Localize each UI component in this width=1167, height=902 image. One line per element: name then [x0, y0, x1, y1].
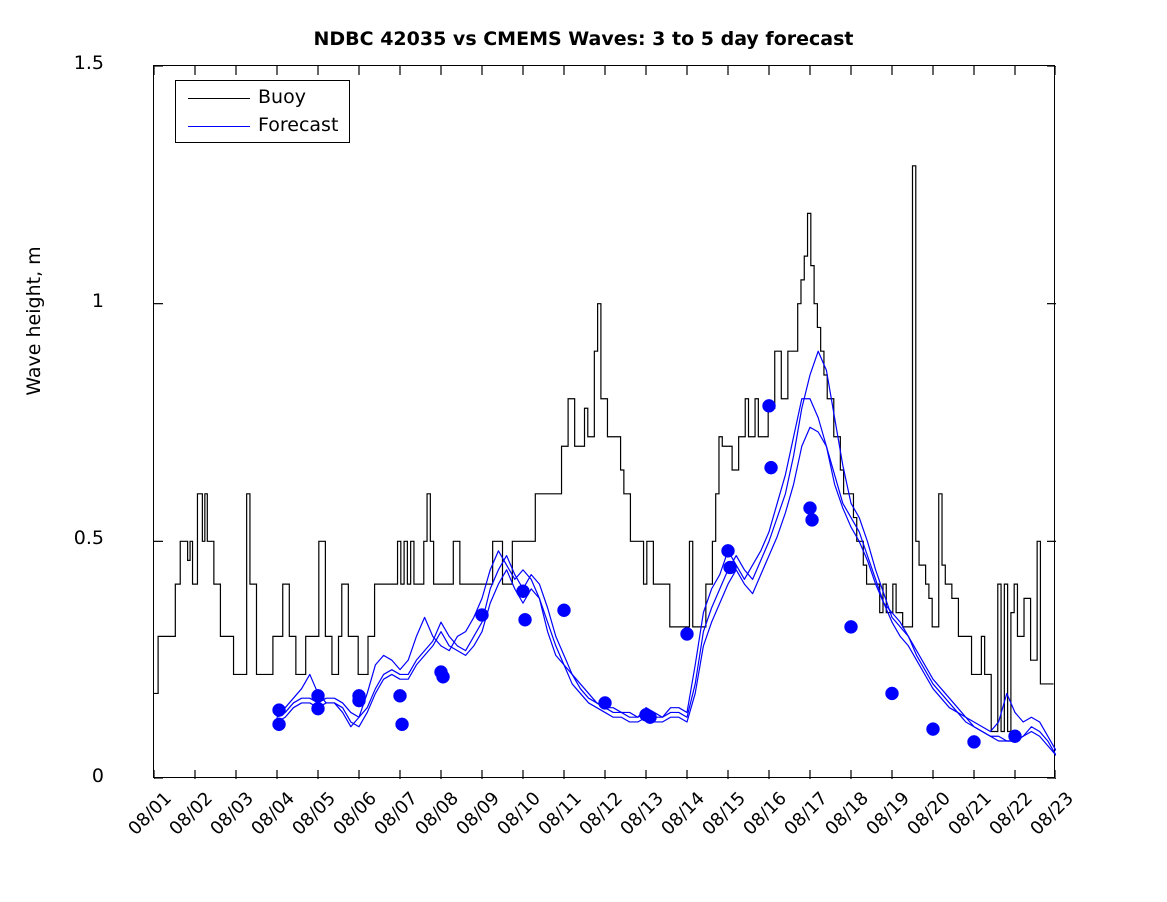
forecast-marker [557, 603, 571, 618]
forecast-series-line-5-day [276, 398, 1056, 752]
forecast-series-line-3-day [276, 350, 1056, 756]
forecast-marker [475, 608, 489, 622]
forecast-marker [311, 701, 325, 716]
legend-swatch-buoy [188, 98, 250, 99]
forecast-marker [803, 501, 817, 515]
forecast-marker [721, 544, 735, 558]
forecast-marker [967, 735, 981, 749]
chart-legend: Buoy Forecast [175, 80, 350, 143]
forecast-marker [395, 717, 409, 732]
forecast-marker [762, 399, 776, 413]
buoy-series-line [154, 165, 1054, 733]
forecast-marker [1008, 729, 1022, 743]
forecast-marker [393, 689, 407, 703]
forecast-marker [352, 693, 366, 708]
plot-area [153, 65, 1056, 779]
forecast-marker [516, 584, 530, 598]
forecast-markers [272, 399, 1022, 749]
forecast-marker [272, 703, 286, 717]
forecast-marker [436, 670, 450, 684]
legend-label: Forecast [258, 114, 339, 136]
axis-ticks [154, 66, 1056, 779]
plot-canvas [154, 66, 1056, 779]
y-tick-label: 1.5 [73, 52, 104, 74]
forecast-marker [926, 722, 940, 736]
y-tick-label: 1 [91, 289, 104, 312]
forecast-marker [885, 686, 899, 701]
forecast-marker [272, 717, 286, 732]
y-axis-label: Wave height, m [23, 246, 45, 396]
forecast-marker [311, 689, 325, 703]
forecast-series-line-4-day [276, 426, 1056, 756]
chart-title: NDBC 42035 vs CMEMS Waves: 3 to 5 day fo… [313, 28, 854, 50]
forecast-marker [518, 613, 532, 627]
legend-item-buoy: Buoy [176, 85, 351, 113]
legend-item-forecast: Forecast [176, 113, 351, 141]
forecast-marker [643, 710, 657, 724]
forecast-marker [844, 620, 858, 634]
legend-swatch-forecast [188, 126, 250, 127]
y-tick-label: 0.5 [73, 527, 104, 550]
legend-label: Buoy [258, 86, 306, 108]
forecast-marker [598, 696, 612, 710]
forecast-marker [805, 513, 819, 527]
y-tick-label: 0 [91, 765, 104, 787]
forecast-marker [680, 627, 694, 641]
forecast-marker [723, 560, 737, 575]
chart-root: NDBC 42035 vs CMEMS Waves: 3 to 5 day fo… [23, 28, 1078, 840]
forecast-marker [764, 460, 778, 475]
